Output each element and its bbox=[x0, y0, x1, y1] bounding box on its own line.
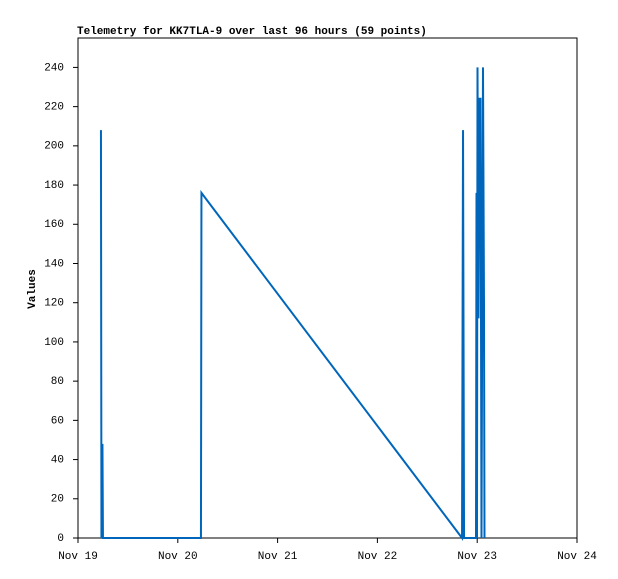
y-tick-label: 220 bbox=[44, 102, 64, 114]
y-tick-label: 60 bbox=[51, 415, 64, 427]
y-tick-label: 180 bbox=[44, 180, 64, 192]
y-tick-label: 120 bbox=[44, 298, 64, 310]
x-tick-label: Nov 19 bbox=[58, 551, 98, 563]
data-line bbox=[99, 67, 486, 541]
x-tick-label: Nov 21 bbox=[258, 551, 298, 563]
x-tick-label: Nov 23 bbox=[457, 551, 497, 563]
y-axis-label: Values bbox=[27, 269, 39, 309]
y-tick-label: 140 bbox=[44, 258, 64, 270]
chart-title: Telemetry for KK7TLA-9 over last 96 hour… bbox=[77, 26, 427, 38]
y-tick-label: 40 bbox=[51, 454, 64, 466]
x-tick-label: Nov 24 bbox=[557, 551, 597, 563]
x-tick-label: Nov 20 bbox=[158, 551, 198, 563]
y-tick-label: 200 bbox=[44, 141, 64, 153]
x-tick-label: Nov 22 bbox=[358, 551, 398, 563]
y-tick-label: 80 bbox=[51, 376, 64, 388]
y-tick-label: 240 bbox=[44, 62, 64, 74]
y-tick-label: 0 bbox=[57, 533, 64, 545]
y-tick-label: 160 bbox=[44, 219, 64, 231]
y-tick-label: 20 bbox=[51, 494, 64, 506]
y-tick-label: 100 bbox=[44, 337, 64, 349]
plot-frame bbox=[77, 37, 578, 539]
